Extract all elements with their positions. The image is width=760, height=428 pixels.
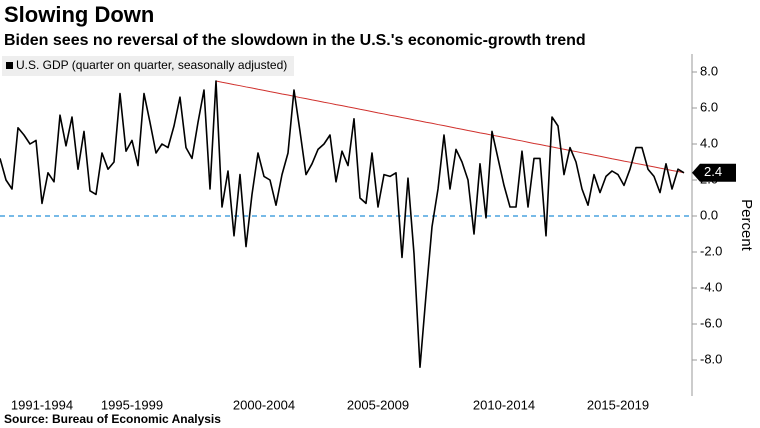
y-tick-label: -2.0 <box>700 243 722 258</box>
x-tick-label: 1991-1994 <box>11 397 73 412</box>
y-tick-label: 6.0 <box>700 99 718 114</box>
y-tick-label: -4.0 <box>700 279 722 294</box>
chart-subtitle: Biden sees no reversal of the slowdown i… <box>4 32 586 49</box>
legend-label: U.S. GDP (quarter on quarter, seasonally… <box>16 58 287 72</box>
data-line <box>0 80 685 368</box>
x-tick-label: 2005-2009 <box>347 397 409 412</box>
x-tick-label: 1995-1999 <box>101 397 163 412</box>
legend-swatch <box>6 62 13 69</box>
chart-title: Slowing Down <box>4 2 154 27</box>
y-axis-label: Percent <box>738 199 755 252</box>
source: Source: Bureau of Economic Analysis <box>4 412 221 426</box>
y-tick-label: -6.0 <box>700 315 722 330</box>
last-value-label: 2.4 <box>704 164 722 179</box>
y-tick-label: 8.0 <box>700 63 718 78</box>
x-tick-label: 2000-2004 <box>233 397 295 412</box>
y-tick-label: 0.0 <box>700 207 718 222</box>
x-tick-label: 2015-2019 <box>587 397 649 412</box>
y-tick-label: -8.0 <box>700 351 722 366</box>
x-tick-label: 2010-2014 <box>473 397 535 412</box>
last-value-box <box>692 163 736 182</box>
y-tick-label: 4.0 <box>700 135 718 150</box>
legend-box <box>2 56 294 76</box>
